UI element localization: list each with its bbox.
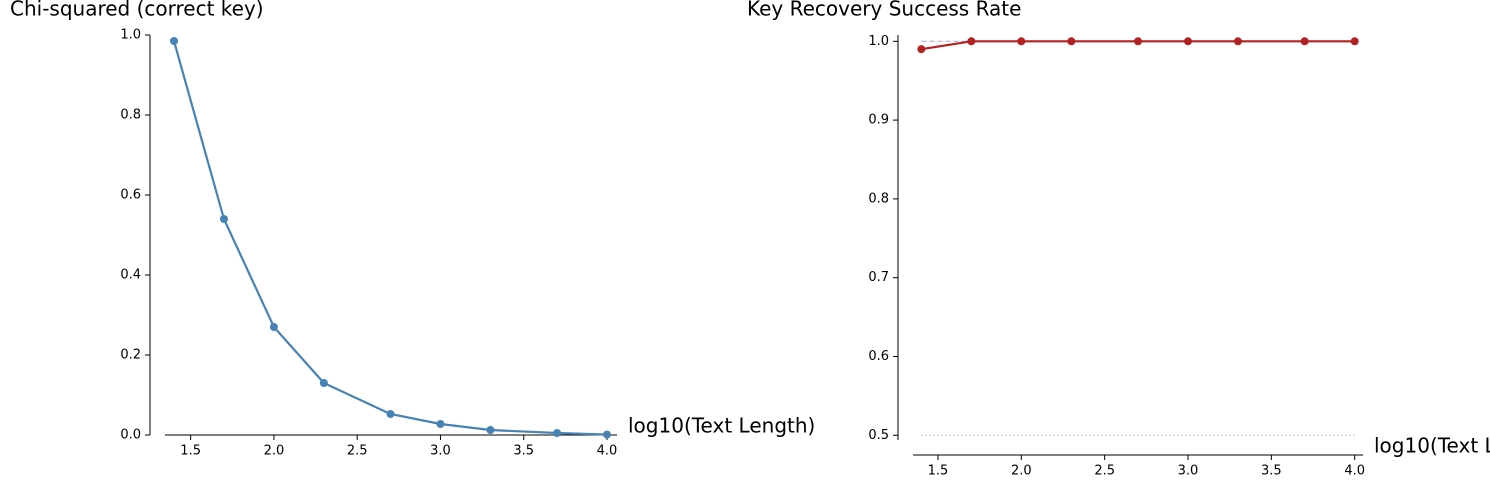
x-tick-label: 3.5 — [513, 444, 534, 459]
point — [1067, 37, 1076, 46]
point — [603, 430, 612, 439]
x-axis-label: log10(Text Length) — [628, 414, 815, 438]
x-tick-label: 3.0 — [430, 444, 451, 459]
x-tick-label: 2.5 — [347, 444, 368, 459]
point — [436, 420, 445, 428]
y-tick-label: 0.7 — [868, 270, 889, 285]
point — [486, 426, 495, 434]
point — [1300, 37, 1309, 46]
point — [967, 37, 976, 46]
point — [1134, 37, 1142, 46]
y-tick-label: 1.0 — [120, 28, 141, 43]
x-tick-label: 1.5 — [180, 444, 201, 459]
x-tick-label: 4.0 — [1344, 464, 1365, 479]
point — [1184, 37, 1192, 46]
point — [169, 37, 178, 45]
y-tick-label: 0.8 — [120, 108, 141, 123]
point — [553, 429, 562, 437]
point — [917, 45, 926, 54]
x-tick-label: 3.5 — [1261, 464, 1282, 479]
point — [386, 410, 395, 418]
y-tick-label: 0.4 — [120, 268, 141, 283]
y-tick-label: 0.0 — [120, 428, 141, 443]
y-tick-label: 0.6 — [868, 349, 889, 364]
y-tick-label: 0.5 — [868, 428, 889, 443]
point — [269, 323, 278, 331]
y-tick-label: 0.8 — [868, 191, 889, 206]
x-tick-label: 4.0 — [597, 444, 618, 459]
point — [319, 379, 328, 387]
series-line — [172, 40, 608, 436]
x-tick-label: 1.5 — [928, 464, 949, 479]
point — [1234, 37, 1242, 46]
point — [1350, 37, 1359, 46]
x-tick-label: 2.0 — [264, 444, 285, 459]
x-axis-label: log10(Text Length) — [1374, 434, 1490, 458]
point — [219, 215, 228, 223]
y-tick-label: 0.2 — [120, 348, 141, 363]
x-tick-label: 2.0 — [1011, 464, 1032, 479]
y-tick-label: 0.9 — [868, 113, 889, 128]
y-tick-label: 0.6 — [120, 188, 141, 203]
y-tick-label: 1.0 — [868, 34, 889, 49]
chart-title: Key Recovery Success Rate — [747, 0, 1021, 21]
x-tick-label: 3.0 — [1178, 464, 1199, 479]
x-tick-label: 2.5 — [1094, 464, 1115, 479]
point — [1017, 37, 1026, 46]
chart-title: Chi-squared (correct key) — [10, 0, 264, 21]
